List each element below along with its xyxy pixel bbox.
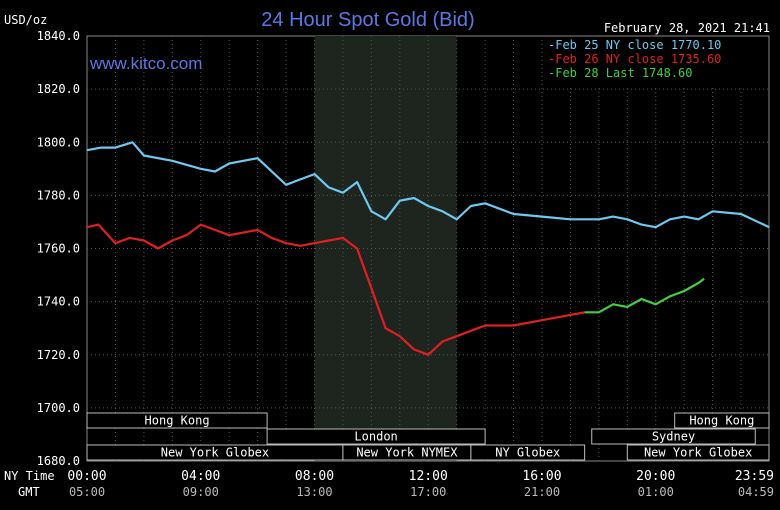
x-tick-ny: 12:00 — [409, 469, 448, 484]
y-tick-label: 1740.0 — [37, 295, 80, 309]
y-axis: 1840.0 1820.0 1800.0 1780.0 1760.0 1740.0 1720… — [37, 29, 80, 468]
x-tick-ny: 08:00 — [295, 469, 334, 484]
legend-entry-feb25: -Feb 25 NY close 1770.10 — [548, 38, 721, 52]
legend-entry-feb28: -Feb 28 Last 1748.60 — [548, 66, 693, 80]
legend-dash-feb26: - — [548, 52, 555, 66]
gmt-label: GMT — [18, 485, 40, 499]
ny-time-label: NY Time — [4, 469, 55, 483]
legend-dash-feb28: - — [548, 66, 555, 80]
session-box — [674, 412, 770, 429]
series-line-1 — [86, 223, 585, 356]
session-label: Hong Kong — [145, 414, 210, 428]
legend-entry-feb26: -Feb 26 NY close 1735.60 — [548, 52, 721, 66]
legend-text-feb25: Feb 25 NY close 1770.10 — [555, 38, 721, 52]
x-tick-gmt: 05:00 — [69, 485, 105, 499]
x-tick-ny: 04:00 — [181, 469, 220, 484]
x-tick-gmt: 04:59 — [738, 485, 774, 499]
legend-text-feb28: Feb 28 Last 1748.60 — [555, 66, 692, 80]
y-tick-label: 1800.0 — [37, 135, 80, 149]
nymex-shaded-region — [314, 36, 457, 461]
y-tick-label: 1760.0 — [37, 242, 80, 256]
watermark: www.kitco.com — [89, 54, 202, 73]
session-label: NY Globex — [495, 446, 560, 460]
legend: -Feb 25 NY close 1770.10 -Feb 26 NY clos… — [543, 38, 768, 86]
market-sessions: Hong Kong Hong Kong London Sydney New York G… — [86, 412, 770, 461]
session-box — [266, 428, 486, 445]
x-tick-gmt: 13:00 — [296, 485, 332, 499]
x-tick-gmt: 01:00 — [638, 485, 674, 499]
y-tick-label: 1780.0 — [37, 188, 80, 202]
x-tick-gmt: 17:00 — [410, 485, 446, 499]
session-label: New York Globex — [644, 446, 752, 460]
series-line-0 — [86, 141, 770, 229]
session-label: Hong Kong — [689, 414, 754, 428]
session-box — [626, 444, 770, 461]
y-tick-label: 1680.0 — [37, 454, 80, 468]
session-box — [470, 444, 586, 461]
y-tick-label: 1720.0 — [37, 348, 80, 362]
session-label: Sydney — [652, 430, 695, 444]
series-group — [86, 141, 770, 356]
session-label: New York Globex — [161, 446, 269, 460]
unit-label: USD/oz — [4, 13, 47, 27]
session-box — [591, 428, 756, 445]
datetime-label: February 28, 2021 21:41 — [604, 21, 770, 35]
x-tick-ny: 20:00 — [636, 469, 675, 484]
x-tick-gmt: 09:00 — [183, 485, 219, 499]
y-tick-label: 1700.0 — [37, 401, 80, 415]
session-label: London — [354, 430, 397, 444]
chart-title: 24 Hour Spot Gold (Bid) — [261, 9, 474, 31]
x-tick-ny: 16:00 — [522, 469, 561, 484]
x-tick-ny: 23:59 — [735, 469, 774, 484]
legend-box — [543, 38, 768, 86]
session-label: New York NYMEX — [356, 446, 458, 460]
legend-dash-feb25: - — [548, 38, 555, 52]
grid-lines — [87, 36, 769, 461]
x-tick-gmt: 21:00 — [524, 485, 560, 499]
y-tick-label: 1840.0 — [37, 29, 80, 43]
legend-text-feb26: Feb 26 NY close 1735.60 — [555, 52, 721, 66]
y-tick-label: 1820.0 — [37, 82, 80, 96]
series-line-2 — [584, 277, 705, 314]
session-box — [86, 412, 268, 429]
x-tick-ny: 00:00 — [67, 469, 106, 484]
